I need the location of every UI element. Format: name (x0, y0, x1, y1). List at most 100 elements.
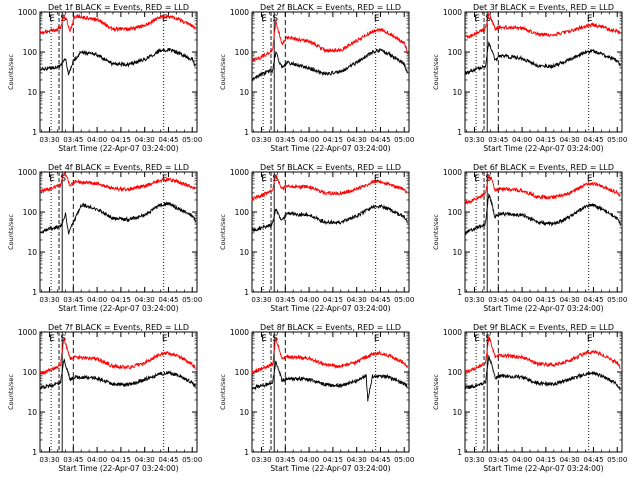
y-tick-label: 1 (32, 288, 37, 297)
y-tick-label: 10 (452, 248, 462, 257)
x-tick-label: 04:30 (560, 456, 580, 464)
time-marker-label: E (261, 174, 267, 184)
chart-title: Det 4f BLACK = Events, RED = LLD (48, 163, 189, 172)
y-tick-label: 10 (27, 248, 37, 257)
chart-panel: Det 3f BLACK = Events, RED = LLD Counts/s… (432, 3, 627, 153)
x-tick-label: 03:45 (488, 456, 508, 464)
y-axis-label: Counts/sec (7, 54, 15, 90)
x-axis-label: Start Time (22-Apr-07 03:24:00) (270, 464, 390, 473)
x-tick-label: 04:45 (370, 136, 390, 144)
y-tick-label: 1000 (18, 168, 37, 177)
x-tick-label: 04:00 (299, 136, 319, 144)
chart-title: Det 5f BLACK = Events, RED = LLD (260, 163, 401, 172)
x-tick-label: 04:00 (87, 296, 107, 304)
chart-title: Det 2f BLACK = Events, RED = LLD (260, 3, 401, 12)
x-tick-label: 03:30 (464, 136, 484, 144)
y-tick-label: 10 (452, 88, 462, 97)
chart-panel: Det 7f BLACK = Events, RED = LLD Counts/s… (7, 323, 202, 473)
lld-series-line (39, 337, 196, 376)
chart-title: Det 9f BLACK = Events, RED = LLD (473, 323, 614, 332)
chart-title: Det 1f BLACK = Events, RED = LLD (48, 3, 189, 12)
x-tick-label: 04:15 (323, 296, 343, 304)
y-tick-label: 10 (239, 248, 249, 257)
y-tick-label: 10 (27, 408, 37, 417)
x-axis-label: Start Time (22-Apr-07 03:24:00) (483, 304, 603, 313)
y-tick-label: 1000 (443, 168, 462, 177)
x-tick-label: 04:45 (370, 456, 390, 464)
x-axis-label: Start Time (22-Apr-07 03:24:00) (483, 464, 603, 473)
chart-panel: Det 5f BLACK = Events, RED = LLD Counts/s… (219, 163, 414, 313)
plot-frame (39, 331, 198, 453)
x-tick-label: 05:00 (182, 296, 202, 304)
x-tick-label: 04:15 (536, 296, 556, 304)
time-marker-label: E (374, 174, 380, 184)
y-tick-label: 1000 (230, 8, 249, 17)
x-axis-label: Start Time (22-Apr-07 03:24:00) (58, 464, 178, 473)
events-series-line (39, 201, 196, 235)
x-tick-label: 03:45 (275, 296, 295, 304)
plot-frame (251, 171, 410, 293)
time-marker-label: S (272, 174, 278, 184)
chart-panel: Det 6f BLACK = Events, RED = LLD Counts/s… (432, 163, 627, 313)
lld-series-line (251, 174, 408, 202)
y-tick-label: 100 (448, 368, 463, 377)
time-marker-label: E (49, 174, 55, 184)
y-tick-label: 100 (23, 208, 38, 217)
x-tick-label: 04:00 (87, 136, 107, 144)
y-tick-label: 10 (239, 408, 249, 417)
x-tick-label: 03:30 (39, 136, 59, 144)
x-tick-label: 04:15 (111, 456, 131, 464)
x-tick-label: 04:15 (111, 296, 131, 304)
time-marker-label: E (587, 14, 593, 24)
y-tick-label: 100 (23, 368, 38, 377)
time-marker-label: E (474, 174, 480, 184)
x-tick-label: 04:45 (158, 136, 178, 144)
y-tick-label: 100 (235, 208, 250, 217)
y-tick-label: 1 (32, 448, 37, 457)
x-tick-label: 03:30 (251, 456, 271, 464)
y-tick-label: 1 (457, 128, 462, 137)
y-axis-label: Counts/sec (219, 374, 227, 410)
x-tick-label: 03:30 (251, 296, 271, 304)
x-tick-label: 03:45 (488, 296, 508, 304)
x-tick-label: 03:45 (275, 136, 295, 144)
events-series-line (464, 41, 621, 75)
x-tick-label: 03:30 (251, 136, 271, 144)
y-tick-label: 1 (457, 288, 462, 297)
time-marker-label: E (162, 174, 168, 184)
x-tick-label: 04:15 (536, 456, 556, 464)
y-tick-label: 1000 (18, 8, 37, 17)
x-tick-label: 05:00 (182, 136, 202, 144)
time-marker-label: E (162, 14, 168, 24)
y-tick-label: 100 (23, 48, 38, 57)
x-tick-label: 04:45 (370, 296, 390, 304)
chart-panel: Det 2f BLACK = Events, RED = LLD Counts/s… (219, 3, 414, 153)
y-axis-label: Counts/sec (219, 214, 227, 250)
y-axis-label: Counts/sec (432, 214, 440, 250)
x-tick-label: 05:00 (607, 456, 627, 464)
x-tick-label: 04:30 (347, 136, 367, 144)
y-tick-label: 1 (244, 448, 249, 457)
x-tick-label: 03:45 (63, 136, 83, 144)
x-axis-label: Start Time (22-Apr-07 03:24:00) (270, 144, 390, 153)
time-marker-label: S (60, 174, 66, 184)
lld-series-line (251, 336, 408, 374)
lld-series-line (251, 19, 408, 63)
events-series-line (251, 204, 408, 232)
chart-panel: Det 8f BLACK = Events, RED = LLD Counts/s… (219, 323, 414, 473)
x-tick-label: 04:00 (299, 456, 319, 464)
y-tick-label: 1 (244, 128, 249, 137)
x-tick-label: 04:15 (536, 136, 556, 144)
lld-series-line (464, 174, 621, 206)
x-tick-label: 03:45 (275, 456, 295, 464)
plot-frame (251, 331, 410, 453)
time-marker-label: E (474, 334, 480, 344)
x-tick-label: 05:00 (607, 136, 627, 144)
x-axis-label: Start Time (22-Apr-07 03:24:00) (483, 144, 603, 153)
time-marker-label: S (272, 14, 278, 24)
time-marker-label: E (162, 334, 168, 344)
time-marker-label: E (587, 174, 593, 184)
y-axis-label: Counts/sec (219, 54, 227, 90)
x-tick-label: 04:00 (512, 136, 532, 144)
